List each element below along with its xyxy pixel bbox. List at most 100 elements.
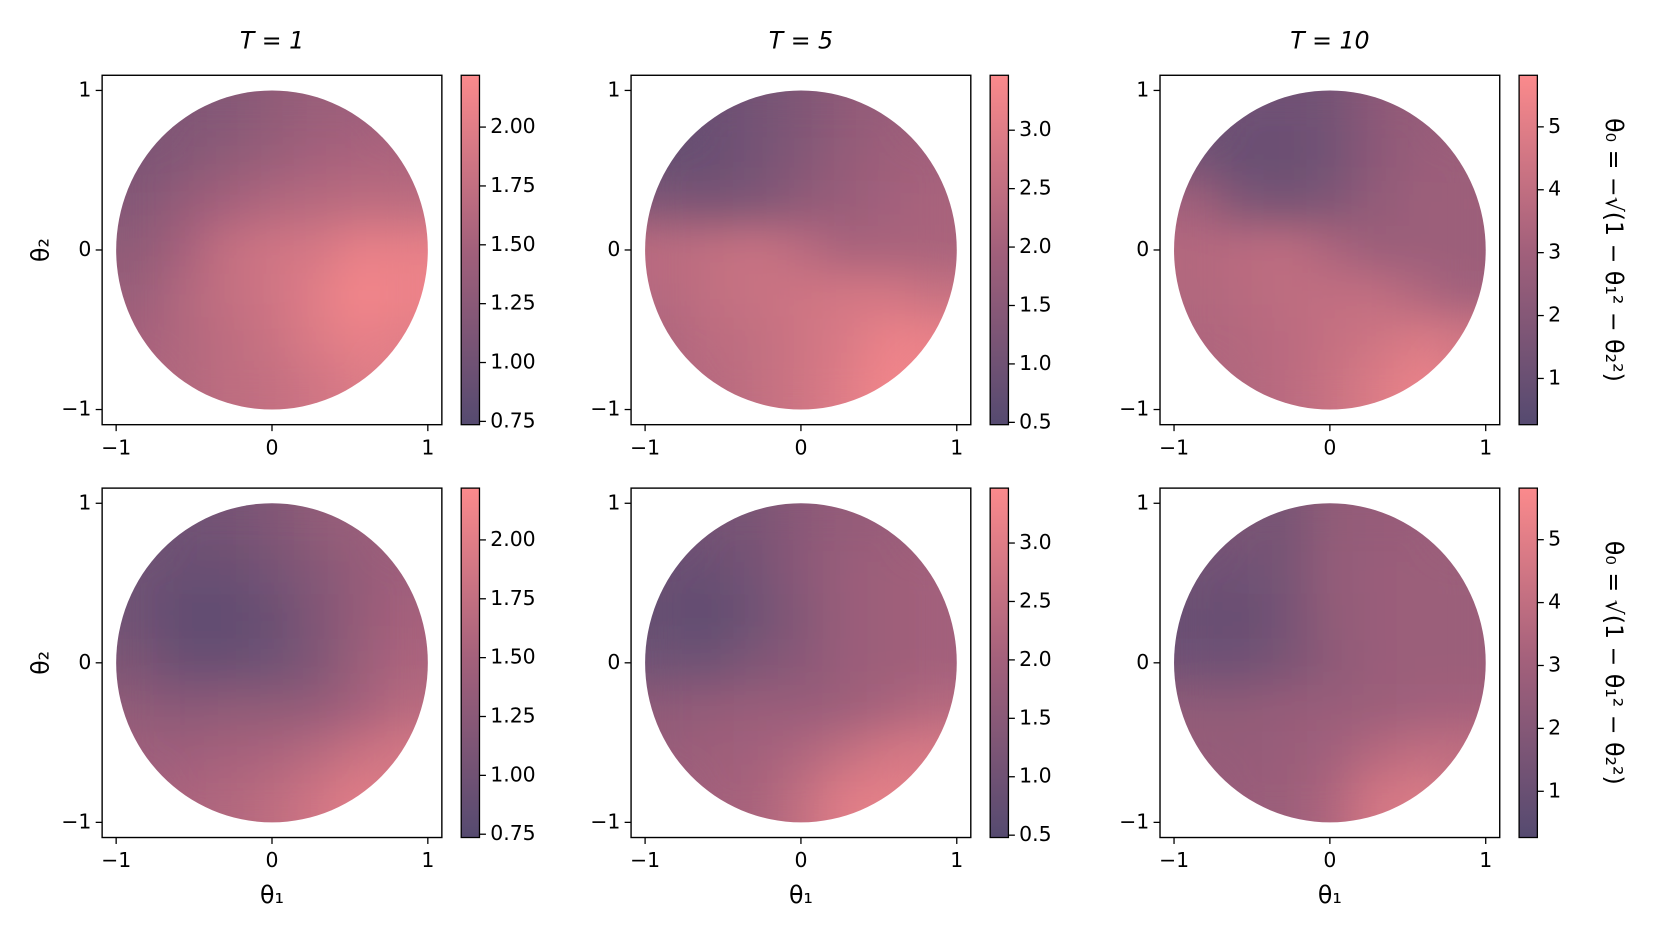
heatmap-cell bbox=[867, 685, 913, 732]
heatmap-cell bbox=[689, 90, 735, 137]
colorbar-tick-label: 1.0 bbox=[1019, 764, 1051, 788]
heatmap-cell bbox=[1307, 181, 1353, 228]
panel-title: T = 1 bbox=[240, 26, 304, 54]
heatmap-cell bbox=[160, 503, 206, 550]
heatmap-cell bbox=[822, 272, 869, 319]
heatmap-area bbox=[1174, 503, 1486, 823]
colorbar bbox=[460, 487, 481, 839]
colorbar bbox=[1518, 487, 1539, 839]
heatmap-cell bbox=[249, 503, 295, 550]
heatmap-cell bbox=[1307, 639, 1353, 687]
x-tick-label: 1 bbox=[421, 848, 434, 872]
heatmap-cell bbox=[733, 90, 780, 137]
heatmap-cell bbox=[1262, 317, 1309, 365]
heatmap-cell bbox=[160, 548, 206, 596]
heatmap-cell bbox=[1262, 639, 1309, 687]
heatmap-cell bbox=[382, 272, 428, 319]
heatmap-cell bbox=[1218, 317, 1264, 365]
colorbar-tick-label: 2.00 bbox=[490, 114, 535, 138]
colorbar-tick-label: 2.5 bbox=[1019, 588, 1051, 612]
colorbar bbox=[460, 74, 481, 426]
heatmap-area bbox=[1174, 90, 1486, 410]
heatmap-cell bbox=[1440, 639, 1486, 687]
heatmap-cell bbox=[822, 593, 869, 641]
heatmap-cell bbox=[160, 317, 206, 365]
heatmap-cell bbox=[1174, 593, 1220, 641]
heatmap-cell bbox=[1396, 317, 1442, 365]
heatmap-cell bbox=[382, 181, 428, 228]
x-tick-label: 0 bbox=[1323, 435, 1336, 459]
heatmap-cell bbox=[1396, 730, 1442, 778]
heatmap-cell bbox=[733, 503, 780, 550]
heatmap-cell bbox=[1218, 363, 1264, 410]
heatmap-cell bbox=[382, 685, 428, 732]
heatmap-cell bbox=[1396, 639, 1442, 687]
heatmap-cells bbox=[116, 503, 428, 823]
heatmap-cell bbox=[1307, 685, 1353, 732]
heatmap-cell bbox=[822, 776, 869, 823]
heatmap-cell bbox=[867, 226, 913, 274]
heatmap-cell bbox=[1351, 272, 1398, 319]
heatmap-cell bbox=[249, 135, 295, 183]
heatmap-cell bbox=[160, 226, 206, 274]
heatmap-cell bbox=[116, 548, 162, 596]
heatmap-cell bbox=[204, 181, 251, 228]
heatmap-cell bbox=[116, 226, 162, 274]
heatmap-cell bbox=[1307, 730, 1353, 778]
heatmap-area bbox=[645, 503, 957, 823]
heatmap-cell bbox=[645, 181, 691, 228]
heatmap-cell bbox=[645, 548, 691, 596]
heatmap-cell bbox=[1351, 181, 1398, 228]
colorbar-tick-label: 3 bbox=[1548, 652, 1561, 676]
heatmap-cell bbox=[689, 317, 735, 365]
heatmap-cell bbox=[822, 363, 869, 410]
heatmap-cell bbox=[338, 181, 384, 228]
x-tick-label: −1 bbox=[1159, 435, 1189, 459]
heatmap-cell bbox=[911, 181, 957, 228]
panel: −1 0 1 −1 0 1 T = 5 0.5 1.0 1.5 2.0 2.5 3.0 bbox=[590, 26, 1051, 459]
heatmap-cell bbox=[1262, 776, 1309, 823]
heatmap-cell bbox=[382, 548, 428, 596]
heatmap-cell bbox=[204, 593, 251, 641]
heatmap-cell bbox=[645, 639, 691, 687]
colorbar-tick-label: 1.0 bbox=[1019, 351, 1051, 375]
panel: −1 0 1 −1 0 1 T = 10 1 2 3 4 5 θ₀ = −√(1 − θ₁² − θ₂²… bbox=[1119, 26, 1628, 459]
y-tick-label: 1 bbox=[1136, 77, 1149, 101]
heatmap-cell bbox=[1440, 272, 1486, 319]
heatmap-cell bbox=[867, 363, 913, 410]
y-tick-label: 0 bbox=[607, 650, 620, 674]
heatmap-cell bbox=[338, 272, 384, 319]
heatmap-cell bbox=[293, 272, 340, 319]
x-tick-label: 1 bbox=[1479, 848, 1492, 872]
heatmap-cell bbox=[249, 685, 295, 732]
heatmap-cell bbox=[867, 730, 913, 778]
heatmap-cell bbox=[116, 135, 162, 183]
heatmap-cell bbox=[204, 503, 251, 550]
heatmap-cell bbox=[1262, 135, 1309, 183]
heatmap-cell bbox=[867, 317, 913, 365]
colorbar-tick-label: 2.0 bbox=[1019, 234, 1051, 258]
heatmap-area bbox=[116, 90, 428, 410]
heatmap-cell bbox=[645, 317, 691, 365]
heatmap-cell bbox=[778, 363, 824, 410]
heatmap-cell bbox=[645, 685, 691, 732]
heatmap-cell bbox=[867, 776, 913, 823]
heatmap-cell bbox=[689, 548, 735, 596]
heatmap-cell bbox=[645, 272, 691, 319]
heatmap-cell bbox=[116, 272, 162, 319]
colorbar-tick-label: 0.5 bbox=[1019, 822, 1051, 846]
heatmap-cell bbox=[867, 639, 913, 687]
heatmap-area bbox=[116, 503, 428, 823]
heatmap-cell bbox=[204, 135, 251, 183]
heatmap-cell bbox=[249, 639, 295, 687]
heatmap-cell bbox=[867, 548, 913, 596]
heatmap-cell bbox=[778, 503, 824, 550]
heatmap-cell bbox=[293, 548, 340, 596]
heatmap-cell bbox=[778, 593, 824, 641]
panel: −1 0 1 −1 0 1 θ₁ θ₂ 0.75 1.00 1.25 1.50 1.75 2.00 bbox=[26, 487, 536, 909]
heatmap-cell bbox=[293, 639, 340, 687]
y-tick-label: 0 bbox=[78, 650, 91, 674]
heatmap-cell bbox=[1218, 593, 1264, 641]
y-tick-label: −1 bbox=[1119, 397, 1149, 421]
heatmap-cell bbox=[778, 272, 824, 319]
